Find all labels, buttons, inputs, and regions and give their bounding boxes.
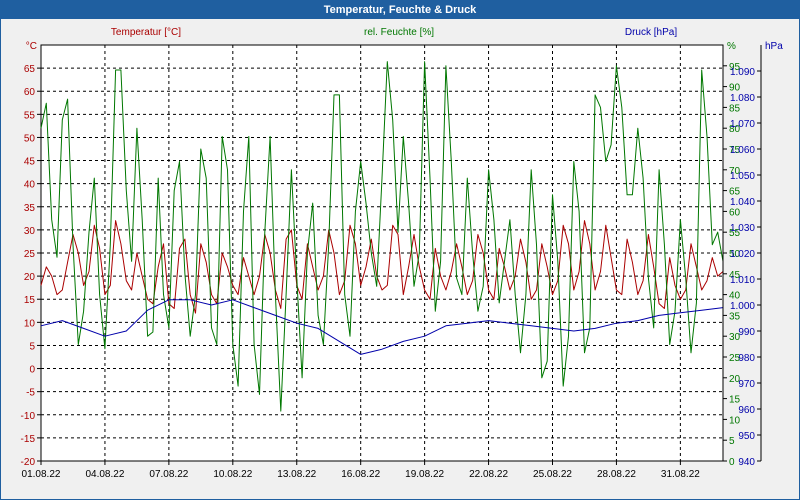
axis-tick-label: 55 <box>24 110 36 121</box>
axis-tick-label: 25 <box>729 353 741 364</box>
axis-tick-label: 75 <box>729 145 741 156</box>
window-title: Temperatur, Feuchte & Druck <box>1 1 799 19</box>
humidity-axis: 0 5 10 15 20 25 30 35 40 45 50 55 60 65 70 75 80 85 90 95 <box>722 45 741 468</box>
axis-tick-label: 60 <box>729 207 741 218</box>
x-tick-label: 19.08.22 <box>405 469 444 480</box>
axis-tick-label: 1.050 <box>730 171 755 182</box>
humidity-axis-title: rel. Feuchte [%] <box>364 27 434 38</box>
axis-tick-label: 1.070 <box>730 119 755 130</box>
axis-tick-label: 0 <box>29 365 35 376</box>
x-tick-label: 10.08.22 <box>213 469 252 480</box>
x-tick-label: 01.08.22 <box>22 469 61 480</box>
axis-tick-label: 50 <box>24 133 36 144</box>
axis-tick-label: 15 <box>24 295 36 306</box>
x-tick-label: 28.08.22 <box>597 469 636 480</box>
pressure-axis-title: Druck [hPa] <box>625 27 677 38</box>
axis-tick-label: 25 <box>24 249 36 260</box>
axis-tick-label: -15 <box>21 434 36 445</box>
axis-tick-label: 90 <box>729 83 741 94</box>
plot-area <box>40 44 724 462</box>
axis-tick-label: 20 <box>24 272 36 283</box>
axis-tick-label: 970 <box>738 379 755 390</box>
axis-tick-label: -20 <box>21 457 36 468</box>
x-tick-label: 13.08.22 <box>277 469 316 480</box>
axis-tick-label: 1.000 <box>730 301 755 312</box>
axis-tick-label: 1.010 <box>730 275 755 286</box>
x-tick-label: 25.08.22 <box>533 469 572 480</box>
axis-tick-label: 1.040 <box>730 197 755 208</box>
series-layer <box>40 61 724 412</box>
chart-canvas: -20 -15 -10 -5 0 5 10 15 20 25 30 35 40 45 50 55 60 65 0 5… <box>21 27 784 480</box>
axis-tick-label: 0 <box>729 457 735 468</box>
axis-tick-label: 1.060 <box>730 145 755 156</box>
axis-tick-label: 990 <box>738 327 755 338</box>
x-tick-label: 07.08.22 <box>149 469 188 480</box>
axis-tick-label: 960 <box>738 405 755 416</box>
axis-tick-label: 20 <box>729 374 741 385</box>
pressure-unit: hPa <box>765 41 783 52</box>
axis-tick-label: 35 <box>24 203 36 214</box>
axis-tick-label: 940 <box>738 457 755 468</box>
x-tick-label: 22.08.22 <box>469 469 508 480</box>
axis-tick-label: -10 <box>21 411 36 422</box>
axis-tick-label: 65 <box>729 187 741 198</box>
series-line-humidity <box>40 61 724 412</box>
temperature-axis: -20 -15 -10 -5 0 5 10 15 20 25 30 35 40 45 50 55 60 65 <box>21 64 41 468</box>
humidity-unit: % <box>727 41 736 52</box>
axis-tick-label: 5 <box>29 341 35 352</box>
axis-tick-label: 980 <box>738 353 755 364</box>
axis-tick-label: 1.080 <box>730 93 755 104</box>
axis-tick-label: 45 <box>24 157 36 168</box>
axis-tick-label: 55 <box>729 228 741 239</box>
axis-tick-label: 15 <box>729 395 741 406</box>
axis-tick-label: 80 <box>729 124 741 135</box>
axis-tick-label: 950 <box>738 431 755 442</box>
axis-tick-label: 10 <box>729 415 741 426</box>
temperature-axis-title: Temperatur [°C] <box>111 27 181 38</box>
axis-tick-label: 5 <box>729 436 735 447</box>
x-tick-label: 04.08.22 <box>85 469 124 480</box>
axis-tick-label: 35 <box>729 311 741 322</box>
axis-tick-label: 1.020 <box>730 249 755 260</box>
temperature-unit: °C <box>26 41 37 52</box>
axis-tick-label: 30 <box>729 332 741 343</box>
axis-tick-label: 10 <box>24 318 36 329</box>
date-axis: 01.08.22 04.08.22 07.08.22 10.08.22 13.08.22… <box>22 461 700 480</box>
axis-tick-label: 50 <box>729 249 741 260</box>
axis-tick-label: 65 <box>24 64 36 75</box>
axis-tick-label: 60 <box>24 87 36 98</box>
x-tick-label: 31.08.22 <box>661 469 700 480</box>
axis-tick-label: 70 <box>729 166 741 177</box>
pressure-axis: 9409509609709809901.0001.0101.0201.0301.… <box>730 45 762 468</box>
axis-tick-label: 40 <box>729 291 741 302</box>
axis-tick-label: -5 <box>26 388 35 399</box>
axis-tick-label: 40 <box>24 180 36 191</box>
axis-tick-label: 95 <box>729 62 741 73</box>
axis-tick-label: 85 <box>729 103 741 114</box>
x-tick-label: 16.08.22 <box>341 469 380 480</box>
axis-tick-label: 45 <box>729 270 741 281</box>
axis-tick-label: 1.090 <box>730 67 755 78</box>
series-line-pressure <box>40 299 724 355</box>
axis-tick-label: 1.030 <box>730 223 755 234</box>
axis-tick-label: 30 <box>24 226 36 237</box>
